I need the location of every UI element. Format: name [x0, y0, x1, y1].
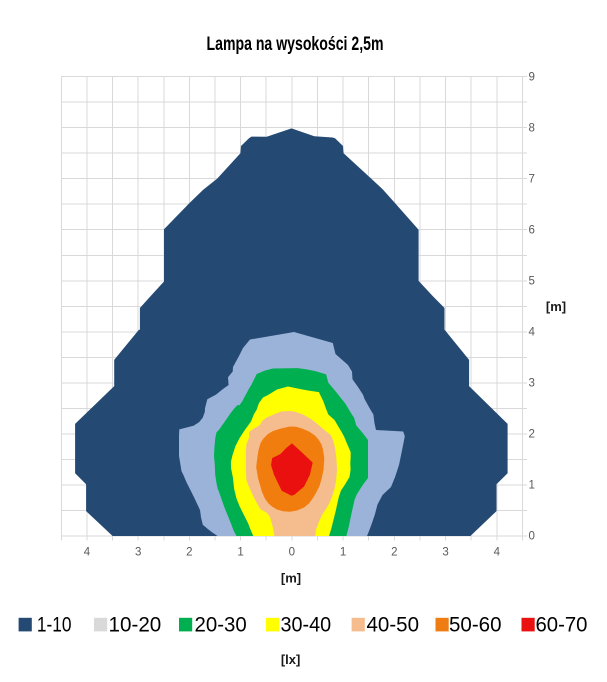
svg-text:[m]: [m]	[281, 571, 301, 586]
svg-text:4: 4	[84, 546, 91, 558]
svg-text:Lampa na wysokości 2,5m: Lampa na wysokości 2,5m	[207, 34, 384, 55]
svg-text:2: 2	[391, 546, 397, 558]
svg-text:[m]: [m]	[546, 299, 566, 314]
svg-text:3: 3	[529, 378, 535, 390]
svg-text:2: 2	[186, 546, 192, 558]
svg-text:[lx]: [lx]	[281, 652, 301, 667]
svg-text:1: 1	[529, 480, 535, 492]
svg-text:50-60: 50-60	[449, 612, 502, 636]
svg-text:3: 3	[442, 546, 448, 558]
svg-text:10-20: 10-20	[109, 612, 162, 636]
svg-text:0: 0	[289, 546, 295, 558]
svg-text:5: 5	[529, 275, 535, 287]
svg-text:3: 3	[135, 546, 141, 558]
svg-text:8: 8	[529, 122, 535, 134]
svg-text:40-50: 40-50	[367, 612, 420, 636]
svg-text:4: 4	[529, 327, 536, 339]
svg-text:4: 4	[494, 546, 501, 558]
svg-text:9: 9	[529, 71, 535, 83]
svg-text:6: 6	[529, 224, 535, 236]
svg-text:1-10: 1-10	[37, 612, 72, 636]
svg-text:1: 1	[237, 546, 243, 558]
svg-text:1: 1	[340, 546, 346, 558]
svg-text:20-30: 20-30	[195, 612, 247, 636]
svg-text:0: 0	[529, 531, 535, 543]
svg-text:30-40: 30-40	[281, 612, 332, 636]
svg-text:7: 7	[529, 173, 535, 185]
svg-text:60-70: 60-70	[536, 612, 588, 636]
svg-text:2: 2	[529, 429, 535, 441]
